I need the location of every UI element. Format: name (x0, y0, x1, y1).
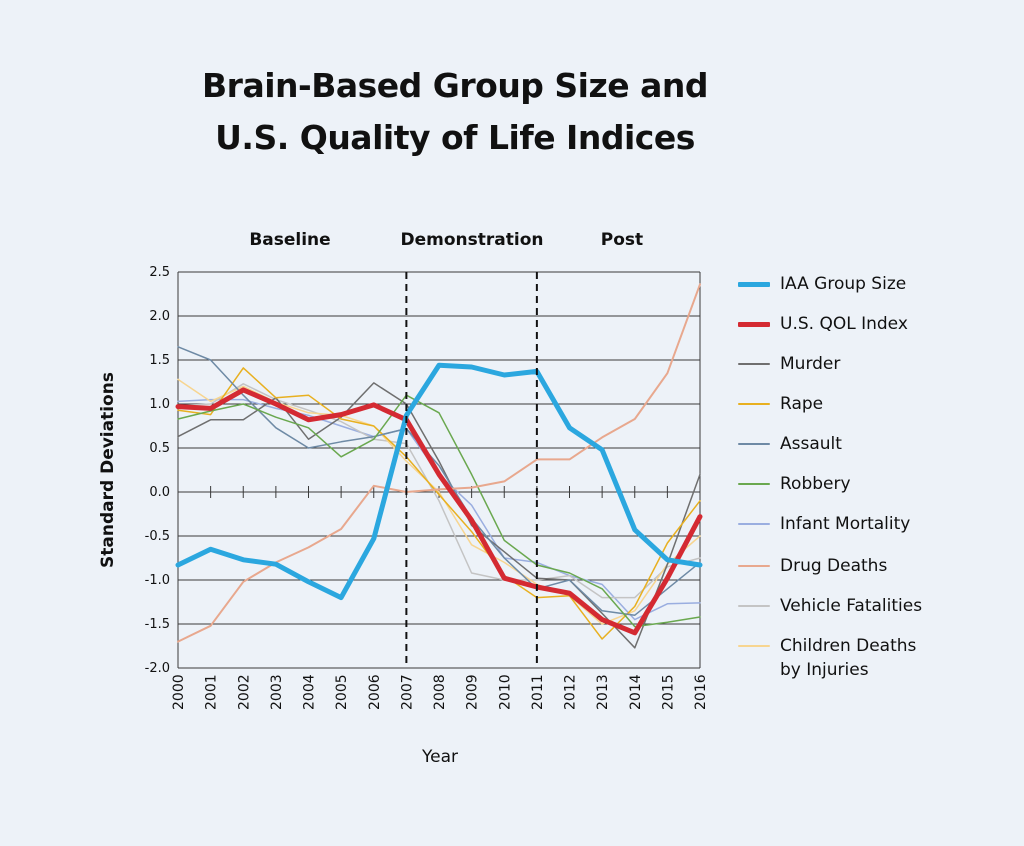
series-line-u-s-qol-index (175, 387, 703, 636)
series-line-vehicle-fatalities (177, 383, 701, 599)
y-tick-label: 1.5 (149, 353, 170, 368)
x-tick-label: 2014 (628, 674, 644, 710)
y-tick-label: 0.5 (149, 441, 170, 456)
x-tick-label: 2001 (204, 674, 220, 710)
legend-swatch (738, 282, 770, 287)
chart-title-line-2: U.S. Quality of Life Indices (215, 118, 695, 157)
legend-label: Vehicle Fatalities (780, 596, 923, 616)
phase-label: Baseline (249, 230, 330, 250)
y-tick-label: -1.0 (145, 573, 170, 588)
series-line-robbery (177, 394, 701, 628)
x-tick-label: 2004 (302, 674, 318, 710)
y-tick-label: 2.0 (149, 309, 170, 324)
series-line-murder (177, 382, 701, 649)
legend-swatch (738, 403, 770, 405)
x-tick-label: 2006 (367, 674, 383, 710)
x-tick-label: 2012 (563, 674, 579, 710)
y-axis-title: Standard Deviations (98, 372, 118, 568)
legend-item: Rape (738, 392, 823, 416)
legend-item: IAA Group Size (738, 272, 906, 296)
x-tick-label: 2002 (236, 674, 252, 710)
legend-swatch (738, 363, 770, 365)
x-tick-label: 2008 (432, 674, 448, 710)
x-tick-label: 2016 (693, 674, 709, 710)
x-tick-label: 2000 (171, 674, 187, 710)
series-line-iaa-group-size (175, 362, 703, 601)
x-tick-label: 2005 (334, 674, 350, 710)
x-axis-title: Year (421, 747, 458, 767)
legend-swatch (738, 565, 770, 567)
x-tick-label: 2009 (465, 674, 481, 710)
legend-item: Drug Deaths (738, 554, 887, 578)
legend-item: Murder (738, 352, 840, 376)
x-tick-label: 2007 (399, 674, 415, 710)
legend-item: Robbery (738, 472, 851, 496)
series-line-assault (177, 346, 701, 616)
x-tick-label: 2010 (497, 674, 513, 710)
legend-swatch (738, 322, 770, 327)
legend-item: Assault (738, 432, 842, 456)
y-tick-label: 2.5 (149, 265, 170, 280)
x-tick-label: 2011 (530, 674, 546, 710)
legend-swatch (738, 483, 770, 485)
legend-swatch (738, 523, 770, 525)
legend-label: Assault (780, 434, 842, 454)
series-line-rape (177, 367, 701, 640)
phase-label: Demonstration (401, 230, 544, 250)
y-tick-label: -2.0 (145, 661, 170, 676)
x-tick-label: 2013 (595, 674, 611, 710)
y-tick-label: -0.5 (145, 529, 170, 544)
legend-item: Infant Mortality (738, 512, 910, 536)
legend-label: Rape (780, 394, 824, 414)
legend-item: U.S. QOL Index (738, 312, 908, 336)
legend-label: Infant Mortality (780, 514, 911, 534)
legend-label: Robbery (780, 474, 851, 494)
chart-title-line-1: Brain-Based Group Size and (202, 66, 708, 105)
y-tick-label: -1.5 (145, 617, 170, 632)
legend-label: Murder (780, 354, 841, 374)
legend-label: IAA Group Size (780, 274, 907, 294)
legend-swatch (738, 443, 770, 445)
legend-label: U.S. QOL Index (780, 314, 908, 334)
series-line-infant-mortality (177, 398, 701, 621)
y-tick-label: 0.0 (149, 485, 170, 500)
legend-swatch (738, 605, 770, 607)
legend-label: Drug Deaths (780, 556, 888, 576)
series-line-drug-deaths (177, 283, 701, 643)
legend-item: Vehicle Fatalities (738, 594, 922, 618)
x-tick-label: 2003 (269, 674, 285, 710)
legend-item: Children Deaths by Injuries (738, 634, 916, 682)
legend-label: Children Deaths by Injuries (780, 636, 917, 680)
y-tick-label: 1.0 (149, 397, 170, 412)
x-tick-label: 2015 (660, 674, 676, 710)
phase-label: Post (601, 230, 643, 250)
legend-swatch (738, 645, 770, 647)
